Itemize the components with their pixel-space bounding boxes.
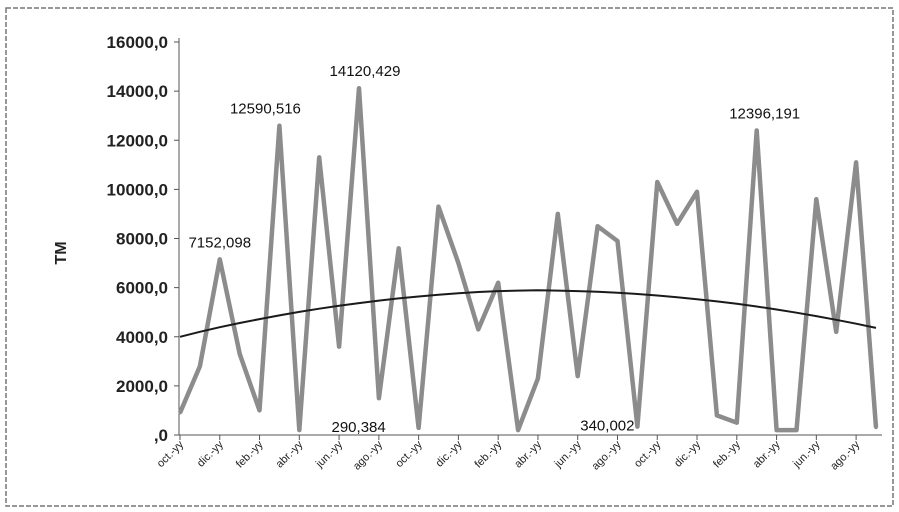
y-tick-label: 14000,0 [107,82,168,101]
x-tick-label: jun.-yy [790,438,822,470]
data-point [257,408,262,413]
data-label: 14120,429 [330,63,401,80]
data-point [397,246,401,250]
y-tick-label: 16000,0 [107,33,168,52]
trendline [179,289,877,338]
data-point [496,281,500,285]
y-tick-label: 6000,0 [116,279,168,298]
x-tick-label: abr.-yy [274,438,306,470]
data-label: 12590,516 [230,101,301,118]
data-point [297,428,301,432]
data-point [277,124,282,128]
data-point [516,428,520,432]
data-point [774,428,779,432]
data-point [536,376,540,381]
data-point [695,190,699,194]
y-axis: ,0 2000,0 4000,0 6000,0 8000,0 10000,0 12000,0… [107,33,180,445]
y-tick-label: 8000,0 [116,230,168,249]
x-tick-label: ago.-yy [590,438,624,472]
x-tick-label: jun.-yy [313,438,345,470]
data-point [814,197,818,201]
data-point [596,224,600,228]
x-tick-label: ago.-yy [828,438,862,472]
x-tick-label: jun.-yy [552,438,584,470]
data-label: 340,002 [580,418,634,435]
data-point [456,261,460,265]
chart-border [5,7,894,507]
y-tick-label: 12000,0 [107,131,168,150]
data-point [755,128,759,133]
x-tick-label: feb.-yy [472,438,504,470]
y-tick-label: 10000,0 [107,180,168,199]
data-point [635,425,639,429]
data-point [655,180,659,184]
x-tick-label: dic.-yy [672,438,703,469]
data-point [834,330,838,334]
x-tick-label: abr.-yy [512,438,544,470]
data-label: 290,384 [332,419,386,436]
data-point [357,86,361,90]
data-point [417,426,421,430]
data-labels: 7152,098 12590,516 14120,429 290,384 340,002… [188,63,800,436]
x-tick-label: feb.-yy [711,438,743,470]
series-line [177,85,879,433]
y-tick-label: ,0 [154,426,168,445]
data-point [317,155,321,160]
data-point [377,396,381,400]
data-point [794,428,799,432]
data-point [238,352,242,356]
data-point [675,222,679,226]
data-label: 7152,098 [188,234,251,251]
x-axis: oct.-yy dic.-yy feb.-yy abr.-yy jun.-yy ago.-… [155,434,882,473]
data-point [735,421,739,425]
data-point [436,204,441,209]
data-point [337,344,341,349]
x-tick-label: dic.-yy [195,438,226,469]
x-tick-label: abr.-yy [751,438,783,470]
data-point [556,212,560,216]
y-axis-title: TM [53,241,70,264]
data-point [854,160,858,164]
data-point [178,411,182,415]
data-point [198,364,202,368]
x-tick-label: oct.-yy [632,438,664,470]
data-point [874,426,878,430]
plot-area [177,85,879,433]
x-tick-label: dic.-yy [434,438,465,469]
x-tick-label: feb.-yy [234,438,266,470]
data-point [715,413,719,417]
data-point [615,239,620,243]
data-point [576,374,580,378]
data-point [476,327,480,331]
y-tick-label: 2000,0 [116,377,168,396]
x-tick-label: ago.-yy [351,438,385,472]
data-label: 12396,191 [729,106,800,123]
y-tick-label: 4000,0 [116,328,168,347]
x-tick-label: oct.-yy [393,438,425,470]
data-point [218,257,222,261]
